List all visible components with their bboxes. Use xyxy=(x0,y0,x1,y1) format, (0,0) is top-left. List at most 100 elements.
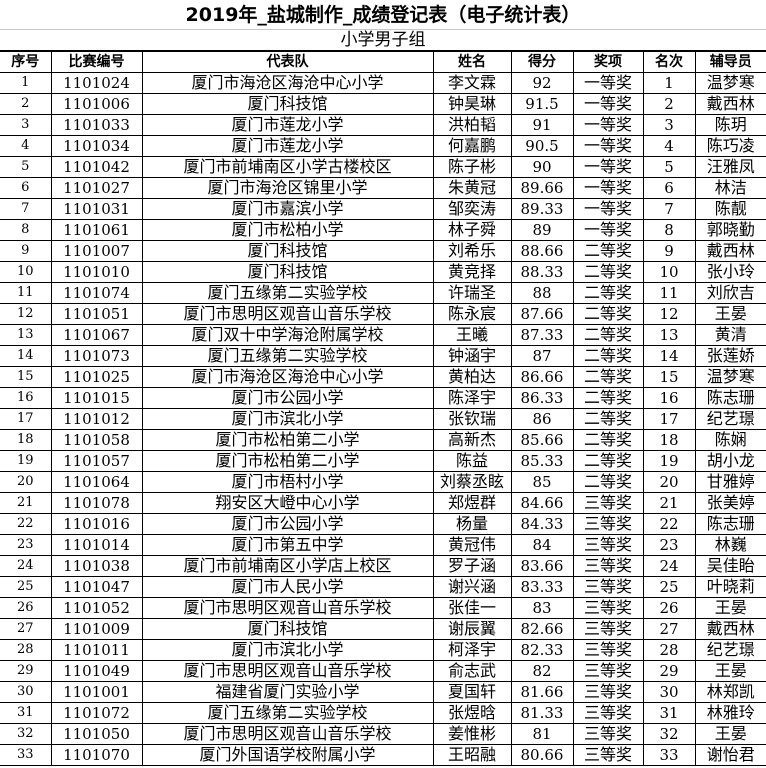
cell-rank: 16 xyxy=(642,387,696,409)
column-header-team: 代表队 xyxy=(141,51,434,73)
cell-seq: 7 xyxy=(0,198,52,220)
cell-coach: 陈玥 xyxy=(694,114,766,136)
cell-team: 厦门五缘第二实验学校 xyxy=(141,702,434,724)
cell-match-id: 1101014 xyxy=(50,534,143,556)
cell-name: 王曦 xyxy=(432,324,512,346)
cell-coach: 张莲娇 xyxy=(694,345,766,367)
cell-award: 二等奖 xyxy=(572,471,644,493)
results-table: 序号 比赛编号 代表队 姓名 得分 奖项 名次 辅导员 1 1101024 厦门市海沧区海沧中心小… xyxy=(0,51,766,766)
cell-rank: 7 xyxy=(642,198,696,220)
cell-seq: 29 xyxy=(0,660,52,682)
cell-award: 二等奖 xyxy=(572,324,644,346)
cell-name: 谢兴涵 xyxy=(432,576,512,598)
cell-award: 二等奖 xyxy=(572,261,644,283)
cell-team: 翔安区大嶝中心小学 xyxy=(141,492,434,514)
cell-rank: 6 xyxy=(642,177,696,199)
cell-name: 李文霖 xyxy=(432,72,512,94)
cell-award: 一等奖 xyxy=(572,177,644,199)
cell-award: 一等奖 xyxy=(572,93,644,115)
cell-seq: 25 xyxy=(0,576,52,598)
cell-coach: 戴西林 xyxy=(694,240,766,262)
cell-coach: 刘欣吉 xyxy=(694,282,766,304)
cell-score: 83.33 xyxy=(510,576,574,598)
table-row: 28 1101011 厦门市滨北小学 柯泽宇 82.33 三等奖 28 纪艺璟 xyxy=(0,639,766,661)
cell-seq: 15 xyxy=(0,366,52,388)
cell-seq: 4 xyxy=(0,135,52,157)
cell-match-id: 1101072 xyxy=(50,702,143,724)
cell-rank: 13 xyxy=(642,324,696,346)
cell-rank: 4 xyxy=(642,135,696,157)
cell-rank: 8 xyxy=(642,219,696,241)
header-row: 序号 比赛编号 代表队 姓名 得分 奖项 名次 辅导员 xyxy=(0,51,766,73)
cell-match-id: 1101074 xyxy=(50,282,143,304)
cell-coach: 温梦寒 xyxy=(694,366,766,388)
cell-award: 一等奖 xyxy=(572,135,644,157)
cell-coach: 纪艺璟 xyxy=(694,408,766,430)
cell-team: 厦门市滨北小学 xyxy=(141,408,434,430)
cell-score: 82 xyxy=(510,660,574,682)
cell-name: 许瑞圣 xyxy=(432,282,512,304)
table-row: 23 1101014 厦门市第五中学 黄冠伟 84 三等奖 23 林巍 xyxy=(0,534,766,556)
table-row: 17 1101012 厦门市滨北小学 张钦瑞 86 二等奖 17 纪艺璟 xyxy=(0,408,766,430)
cell-award: 一等奖 xyxy=(572,156,644,178)
table-row: 31 1101072 厦门五缘第二实验学校 张煜晗 81.33 三等奖 31 林雅玲 xyxy=(0,702,766,724)
cell-team: 厦门市人民小学 xyxy=(141,576,434,598)
cell-coach: 戴西林 xyxy=(694,618,766,640)
table-row: 32 1101050 厦门市思明区观音山音乐学校 姜惟彬 81 三等奖 32 王晏 xyxy=(0,723,766,745)
table-row: 7 1101031 厦门市嘉滨小学 邹奕涛 89.33 一等奖 7 陈靓 xyxy=(0,198,766,220)
cell-seq: 11 xyxy=(0,282,52,304)
cell-seq: 33 xyxy=(0,744,52,766)
cell-score: 85 xyxy=(510,471,574,493)
cell-score: 91 xyxy=(510,114,574,136)
cell-team: 厦门市思明区观音山音乐学校 xyxy=(141,303,434,325)
cell-name: 姜惟彬 xyxy=(432,723,512,745)
cell-rank: 20 xyxy=(642,471,696,493)
cell-match-id: 1101024 xyxy=(50,72,143,94)
sheet-subtitle: 小学男子组 xyxy=(0,30,766,51)
cell-match-id: 1101011 xyxy=(50,639,143,661)
cell-team: 厦门科技馆 xyxy=(141,240,434,262)
cell-score: 91.5 xyxy=(510,93,574,115)
cell-seq: 9 xyxy=(0,240,52,262)
cell-name: 高新杰 xyxy=(432,429,512,451)
cell-rank: 27 xyxy=(642,618,696,640)
cell-seq: 19 xyxy=(0,450,52,472)
cell-award: 三等奖 xyxy=(572,702,644,724)
cell-score: 84 xyxy=(510,534,574,556)
cell-rank: 24 xyxy=(642,555,696,577)
cell-team: 厦门市海沧区锦里小学 xyxy=(141,177,434,199)
cell-team: 厦门市海沧区海沧中心小学 xyxy=(141,72,434,94)
cell-rank: 32 xyxy=(642,723,696,745)
table-row: 3 1101033 厦门市莲龙小学 洪柏韬 91 一等奖 3 陈玥 xyxy=(0,114,766,136)
cell-seq: 6 xyxy=(0,177,52,199)
cell-match-id: 1101001 xyxy=(50,681,143,703)
table-row: 8 1101061 厦门市松柏小学 林子舜 89 一等奖 8 郭晓勤 xyxy=(0,219,766,241)
cell-team: 厦门科技馆 xyxy=(141,618,434,640)
cell-team: 厦门双十中学海沧附属学校 xyxy=(141,324,434,346)
cell-team: 厦门市前埔南区小学古楼校区 xyxy=(141,156,434,178)
cell-seq: 31 xyxy=(0,702,52,724)
cell-seq: 26 xyxy=(0,597,52,619)
cell-award: 三等奖 xyxy=(572,723,644,745)
cell-coach: 林郑凯 xyxy=(694,681,766,703)
cell-name: 陈益 xyxy=(432,450,512,472)
cell-award: 二等奖 xyxy=(572,408,644,430)
cell-score: 82.66 xyxy=(510,618,574,640)
cell-rank: 31 xyxy=(642,702,696,724)
cell-rank: 21 xyxy=(642,492,696,514)
cell-coach: 张小玲 xyxy=(694,261,766,283)
cell-seq: 5 xyxy=(0,156,52,178)
cell-seq: 8 xyxy=(0,219,52,241)
cell-team: 厦门科技馆 xyxy=(141,261,434,283)
cell-match-id: 1101034 xyxy=(50,135,143,157)
cell-award: 三等奖 xyxy=(572,534,644,556)
cell-name: 杨量 xyxy=(432,513,512,535)
cell-coach: 王晏 xyxy=(694,723,766,745)
cell-match-id: 1101038 xyxy=(50,555,143,577)
cell-match-id: 1101052 xyxy=(50,597,143,619)
cell-rank: 26 xyxy=(642,597,696,619)
cell-award: 三等奖 xyxy=(572,639,644,661)
cell-seq: 18 xyxy=(0,429,52,451)
column-header-match-id: 比赛编号 xyxy=(50,51,143,73)
table-row: 1 1101024 厦门市海沧区海沧中心小学 李文霖 92 一等奖 1 温梦寒 xyxy=(0,72,766,94)
